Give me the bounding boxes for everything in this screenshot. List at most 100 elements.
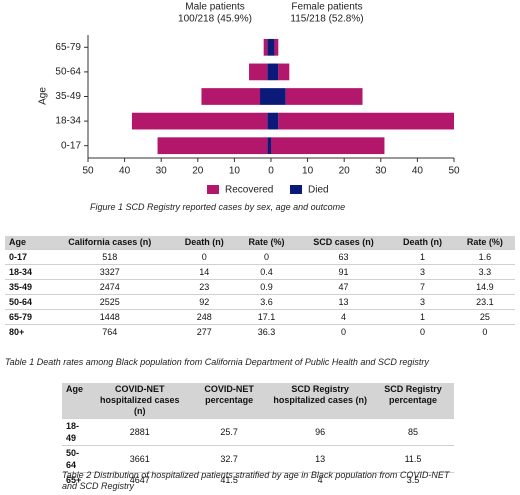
- x-tick-label: 30: [375, 166, 387, 177]
- cell: 1: [390, 309, 455, 325]
- x-tick-label: 30: [156, 166, 168, 177]
- cell: 3327: [47, 264, 173, 280]
- row: 0-17 518 0 0 63 1 1.6: [5, 249, 515, 265]
- header-cell: Death (n): [390, 236, 455, 250]
- bar-segment: [274, 38, 279, 56]
- cell: 1448: [47, 309, 173, 325]
- cell: 32.7: [189, 445, 269, 473]
- header-cell: COVID-NET hospitalized cases (n): [89, 383, 190, 419]
- cell: 0: [296, 324, 391, 339]
- cell: 0.4: [236, 264, 297, 280]
- cell: 7: [390, 279, 455, 295]
- cell: 23: [172, 279, 237, 295]
- x-tick-label: 10: [302, 166, 314, 177]
- cell: 11.5: [372, 445, 454, 473]
- cell: 764: [47, 324, 173, 339]
- bar-segment: [271, 137, 385, 155]
- y-axis-label: Age: [38, 87, 49, 105]
- header-cell: SCD cases (n): [296, 236, 391, 250]
- header-cell: California cases (n): [47, 236, 173, 250]
- cell: 277: [172, 324, 237, 339]
- bar-segment: [267, 38, 271, 56]
- row: 50-64 2525 92 3.6 13 3 23.1: [5, 294, 515, 310]
- header-cell: Death (n): [172, 236, 237, 250]
- cell: 65-79: [5, 309, 48, 325]
- bar-segment: [131, 112, 268, 130]
- cell: 4: [296, 309, 391, 325]
- cell: 18-49: [62, 418, 90, 446]
- table-caption: Table 1 Death rates among Black populati…: [5, 357, 429, 367]
- row: 50-64 3661 32.7 13 11.5: [62, 445, 454, 473]
- figure-caption: Figure 1 SCD Registry reported cases by …: [90, 202, 346, 212]
- cell: 50-64: [5, 294, 48, 310]
- y-tick-label: 35-49: [55, 91, 81, 102]
- table-caption: Table 2 Distribution of hospitalized pat…: [62, 470, 450, 491]
- table: Age COVID-NET hospitalized cases (n) COVID…: [62, 383, 454, 487]
- cell: 3.6: [236, 294, 297, 310]
- header-cell: Rate (%): [236, 236, 297, 250]
- bar-segment: [285, 88, 363, 105]
- cell: 41.5: [189, 472, 269, 487]
- cell: 1.6: [454, 249, 515, 265]
- bar-segment: [201, 88, 261, 105]
- bar-segment: [260, 88, 271, 105]
- x-tick-label: 40: [412, 166, 424, 177]
- cell: 65+: [62, 472, 90, 487]
- legend-swatch: [290, 185, 302, 194]
- header-cell: Age: [5, 236, 48, 250]
- header-row: Age California cases (n) Death (n) Rate (%)…: [5, 236, 515, 250]
- y-tick-label: 0-17: [61, 140, 81, 151]
- bar-segment: [249, 63, 268, 81]
- x-tick-label: 20: [339, 166, 351, 177]
- cell: 14.9: [454, 279, 515, 295]
- cell: 0: [390, 324, 455, 339]
- cell: 13: [268, 445, 373, 473]
- cell: 0: [172, 249, 237, 265]
- header-cell: SCD Registry hospitalized cases (n): [268, 383, 373, 419]
- cell: 2474: [47, 279, 173, 295]
- cell: 2525: [47, 294, 173, 310]
- cell: 91: [296, 264, 391, 280]
- bar-segment: [271, 38, 275, 56]
- cell: 0.9: [236, 279, 297, 295]
- row: 18-49 2881 25.7 96 85: [62, 418, 454, 446]
- cell: 3661: [89, 445, 190, 473]
- cell: 25.7: [189, 418, 269, 446]
- bar-segment: [267, 112, 271, 130]
- cell: 248: [172, 309, 237, 325]
- bar-segment: [278, 112, 454, 130]
- bar-segment: [271, 63, 279, 81]
- bar-segment: [157, 137, 268, 155]
- bar-segment: [267, 137, 271, 155]
- header-cell: COVID-NET percentage: [189, 383, 269, 419]
- cell: 0: [454, 324, 515, 339]
- row: 65+ 4647 41.5 4 3.5: [62, 472, 454, 487]
- cell: 23.1: [454, 294, 515, 310]
- header-cell: SCD Registry percentage: [372, 383, 454, 419]
- table: Age California cases (n) Death (n) Rate (%)…: [5, 236, 515, 339]
- bar-segment: [263, 38, 268, 56]
- cell: 518: [47, 249, 173, 265]
- cell: 14: [172, 264, 237, 280]
- header-row: Age COVID-NET hospitalized cases (n) COVID…: [62, 383, 454, 419]
- cell: 50-64: [62, 445, 90, 473]
- y-tick-label: 18-34: [55, 116, 81, 127]
- cell: 13: [296, 294, 391, 310]
- cell: 0: [236, 249, 297, 265]
- bar-segment: [267, 63, 271, 81]
- y-tick-label: 50-64: [55, 67, 81, 78]
- group-label: Male patients: [185, 2, 244, 13]
- x-tick-label: 0: [268, 166, 274, 177]
- row: 80+ 764 277 36.3 0 0 0: [5, 324, 515, 339]
- group-label: Female patients: [291, 2, 362, 13]
- x-tick-label: 20: [192, 166, 204, 177]
- cell: 80+: [5, 324, 48, 339]
- bar-segment: [271, 112, 279, 130]
- cell: 3.3: [454, 264, 515, 280]
- x-tick-label: 50: [448, 166, 460, 177]
- legend-label: Died: [308, 185, 329, 196]
- bar-segment: [271, 88, 286, 105]
- row: 65-79 1448 248 17.1 4 1 25: [5, 309, 515, 325]
